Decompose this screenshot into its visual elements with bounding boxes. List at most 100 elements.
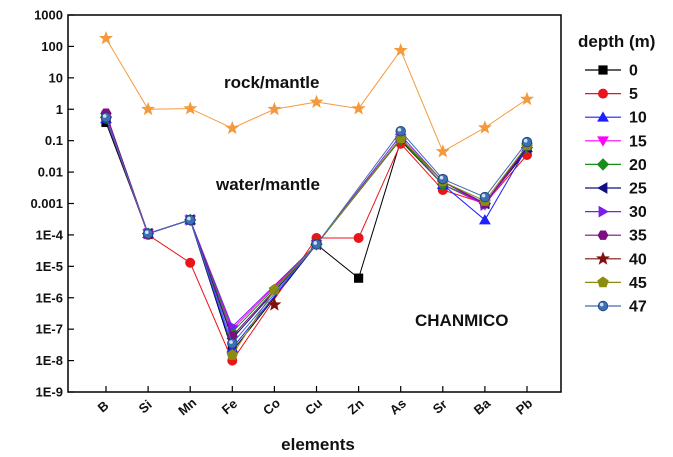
reference-series-0	[99, 31, 534, 158]
legend-label: 47	[629, 299, 647, 316]
reference-series-point	[99, 31, 113, 45]
y-tick-label: 1E-6	[36, 290, 63, 305]
x-tick-label: Zn	[345, 396, 367, 418]
y-tick-label: 0.1	[45, 133, 63, 148]
x-tick-label: Pb	[513, 395, 535, 417]
x-tick-label: As	[387, 395, 409, 417]
x-tick-label: Sr	[430, 396, 450, 416]
series-point-highlight	[439, 175, 444, 180]
series-point	[185, 257, 196, 268]
legend-label: 0	[629, 63, 638, 80]
y-tick-label: 1E-4	[36, 227, 64, 242]
legend-marker	[596, 158, 610, 171]
y-tick-label: 1E-7	[36, 322, 63, 337]
series-10	[100, 112, 533, 349]
legend-item: 40	[585, 251, 647, 268]
legend-marker	[596, 251, 610, 265]
x-tick-label: Fe	[219, 396, 240, 417]
legend-marker	[598, 88, 609, 99]
annotation-chanmico: CHANMICO	[415, 311, 509, 330]
legend-item: 25	[585, 181, 647, 198]
legend-marker	[598, 205, 609, 218]
y-axis: 1000 100 10 1 0.1 0.01 0.001 1E-4 1E-5 1E-6 1E-7 1E…	[30, 8, 74, 400]
legend-label: 30	[629, 204, 647, 221]
series-point	[311, 239, 322, 250]
series-point	[100, 112, 112, 123]
series-point-highlight	[313, 241, 318, 245]
reference-series-point	[351, 101, 366, 115]
series-point	[227, 338, 238, 349]
annotation-rock-mantle: rock/mantle	[224, 73, 319, 92]
legend-item: 45	[585, 275, 647, 292]
legend-item: 15	[585, 133, 647, 150]
legend-item: 10	[585, 110, 647, 127]
series-point	[226, 349, 239, 360]
series-point	[184, 214, 196, 226]
series-line	[105, 113, 528, 338]
y-tick-label: 100	[41, 39, 63, 54]
series-point	[267, 297, 282, 311]
x-tick-label: B	[95, 398, 112, 416]
legend-marker-highlight	[599, 302, 604, 307]
y-tick-label: 0.001	[30, 196, 63, 211]
reference-series-point	[520, 91, 534, 106]
series-point-highlight	[397, 128, 402, 132]
series-line	[105, 118, 528, 362]
legend-marker	[597, 182, 608, 194]
series-point-highlight	[523, 138, 528, 143]
legend-marker	[597, 111, 609, 122]
series-point	[353, 232, 364, 243]
reference-series-point	[309, 94, 324, 108]
legend-marker	[597, 136, 609, 147]
legend-label: 40	[629, 251, 647, 268]
series-point-highlight	[187, 216, 191, 221]
series-4	[99, 111, 534, 339]
x-tick-label: Si	[136, 397, 155, 416]
reference-series-point	[267, 101, 282, 116]
x-tick-label: Co	[260, 395, 283, 418]
y-tick-label: 1000	[34, 8, 63, 23]
legend-item: 20	[585, 157, 647, 174]
y-tick-label: 0.01	[38, 165, 63, 180]
series-point	[227, 320, 239, 333]
series-point	[521, 136, 533, 148]
x-tick-label: Ba	[471, 395, 494, 418]
series-6	[101, 110, 533, 333]
x-axis: B Si Mn Fe Co Cu Zn As Sr Ba Pb	[95, 386, 535, 419]
legend-label: 35	[629, 228, 647, 245]
series-point	[353, 273, 364, 283]
series-point	[479, 214, 491, 225]
reference-series-point	[393, 42, 408, 57]
legend-label: 5	[629, 86, 638, 103]
legend-marker	[597, 276, 609, 288]
x-tick-label: Mn	[175, 395, 199, 419]
series-point-highlight	[102, 114, 107, 118]
series-7	[100, 108, 533, 341]
series-point	[437, 173, 449, 185]
y-tick-label: 1E-8	[36, 353, 63, 368]
y-tick-label: 10	[49, 70, 63, 85]
y-tick-label: 1E-9	[36, 385, 63, 400]
legend-item: 35	[585, 228, 647, 245]
legend-marker	[598, 65, 608, 75]
legend-label: 45	[629, 275, 647, 292]
legend-item: 47	[585, 299, 647, 316]
series-point	[479, 191, 491, 203]
y-tick-label: 1E-5	[36, 259, 63, 274]
series-line	[105, 117, 528, 340]
series-point-highlight	[481, 193, 486, 198]
legend-label: 25	[629, 181, 647, 198]
legend-marker	[597, 300, 609, 312]
series-point-highlight	[229, 340, 233, 344]
reference-series-point	[183, 101, 198, 115]
reference-series-point	[141, 101, 156, 116]
legend-label: 10	[629, 110, 647, 127]
legend: depth (m) 0 5 10 15 20 25 30 35 40 45 47	[578, 32, 655, 316]
series-8	[267, 297, 282, 311]
series-point	[142, 228, 154, 239]
legend-item: 5	[585, 86, 638, 103]
series-point-highlight	[145, 230, 149, 235]
series-3	[100, 113, 533, 335]
series-line	[105, 116, 528, 328]
